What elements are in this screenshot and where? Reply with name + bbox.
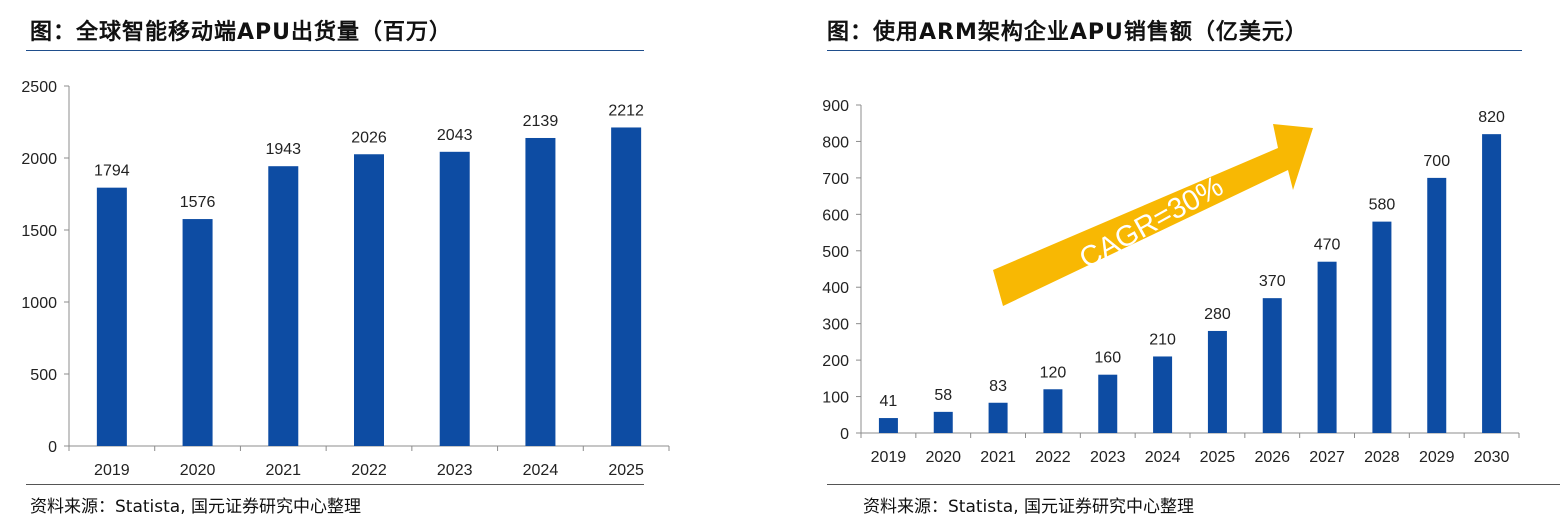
bar-value-label: 280 — [1204, 306, 1231, 323]
right-source-rule — [827, 484, 1560, 485]
y-tick-label: 500 — [822, 244, 849, 261]
x-tick-label: 2025 — [608, 462, 644, 479]
x-tick-label: 2029 — [1419, 449, 1455, 466]
bar — [1098, 374, 1118, 433]
cagr-arrow-shape — [993, 124, 1313, 306]
y-tick-label: 700 — [822, 171, 849, 188]
bar-value-label: 2043 — [437, 127, 473, 144]
right-chart-title: 图：使用ARM架构企业APU销售额（亿美元） — [827, 20, 1308, 45]
y-tick-label: 0 — [48, 439, 57, 456]
bar — [1427, 177, 1447, 433]
bar — [268, 166, 299, 446]
x-tick-label: 2028 — [1364, 449, 1400, 466]
x-tick-label: 2020 — [180, 462, 216, 479]
bar-value-label: 370 — [1259, 273, 1286, 290]
y-tick-label: 300 — [822, 317, 849, 334]
x-tick-label: 2021 — [265, 462, 301, 479]
y-tick-label: 600 — [822, 207, 849, 224]
bar — [1317, 261, 1337, 433]
left-chart-panel: 图：全球智能移动端APU出货量（百万） 0 500 1000 1500 2000 2500… — [21, 20, 670, 517]
bar — [1043, 389, 1063, 433]
bar — [878, 418, 898, 433]
x-tick-label: 2025 — [1200, 449, 1236, 466]
y-tick-label: 2500 — [21, 79, 57, 96]
bar — [1207, 330, 1227, 433]
bar — [182, 219, 213, 446]
bar — [1153, 356, 1173, 433]
bar — [525, 137, 556, 446]
x-tick-label: 2022 — [351, 462, 387, 479]
bar-value-label: 2026 — [351, 129, 387, 146]
bar — [96, 187, 127, 446]
y-tick-label: 900 — [822, 98, 849, 115]
cagr-label: CAGR=30% — [1074, 170, 1228, 275]
x-tick-label: 2021 — [980, 449, 1016, 466]
y-tick-label: 400 — [822, 280, 849, 297]
bar-value-label: 1794 — [94, 163, 130, 180]
bar — [611, 127, 642, 447]
bar-value-label: 2212 — [608, 102, 644, 119]
x-tick-label: 2023 — [1090, 449, 1126, 466]
bar-value-label: 210 — [1149, 331, 1176, 348]
right-title-rule — [827, 50, 1522, 51]
bar — [988, 402, 1008, 433]
x-tick-label: 2023 — [437, 462, 473, 479]
x-tick-label: 2022 — [1035, 449, 1071, 466]
bar-value-label: 41 — [880, 393, 898, 410]
bar-value-label: 83 — [989, 378, 1007, 395]
x-tick-label: 2026 — [1254, 449, 1290, 466]
bar-value-label: 700 — [1423, 153, 1450, 170]
bar-value-label: 1943 — [265, 141, 301, 158]
bar — [1482, 134, 1502, 433]
y-tick-label: 500 — [30, 367, 57, 384]
y-tick-label: 1000 — [21, 295, 57, 312]
bar-value-label: 120 — [1040, 364, 1067, 381]
left-chart-title: 图：全球智能移动端APU出货量（百万） — [30, 20, 453, 45]
bar-value-label: 2139 — [523, 113, 559, 130]
bar-value-label: 470 — [1314, 237, 1341, 254]
bar-value-label: 580 — [1369, 197, 1396, 214]
y-tick-label: 200 — [822, 353, 849, 370]
left-source-rule — [26, 484, 644, 485]
bar — [439, 151, 470, 447]
y-tick-label: 100 — [822, 390, 849, 407]
bar-value-label: 820 — [1478, 109, 1505, 126]
bar-value-label: 58 — [934, 387, 952, 404]
x-tick-label: 2024 — [1145, 449, 1181, 466]
x-tick-label: 2024 — [523, 462, 559, 479]
bar — [933, 411, 953, 433]
x-tick-label: 2027 — [1309, 449, 1345, 466]
left-title-rule — [26, 50, 644, 51]
y-tick-label: 2000 — [21, 151, 57, 168]
bar — [1372, 221, 1392, 433]
x-tick-label: 2019 — [871, 449, 907, 466]
right-chart-panel: 图：使用ARM架构企业APU销售额（亿美元） 0 100 200 300 400 500 6… — [783, 0, 1566, 524]
bar — [354, 154, 384, 447]
left-bar-chart: 0 500 1000 1500 2000 2500 1794 2019 1576 2020 1943… — [21, 79, 670, 479]
x-tick-label: 2030 — [1474, 449, 1510, 466]
bar-value-label: 160 — [1094, 350, 1121, 367]
bar — [1262, 298, 1282, 433]
y-tick-label: 800 — [822, 134, 849, 151]
left-source-note: 资料来源：Statista, 国元证券研究中心整理 — [30, 497, 362, 517]
right-source-note: 资料来源：Statista, 国元证券研究中心整理 — [863, 497, 1195, 517]
y-tick-label: 0 — [840, 426, 849, 443]
y-tick-label: 1500 — [21, 223, 57, 240]
right-bar-chart: 0 100 200 300 400 500 600 700 800 900 41 2019 58 2020… — [822, 98, 1520, 466]
x-tick-label: 2020 — [925, 449, 961, 466]
x-tick-label: 2019 — [94, 462, 130, 479]
bar-value-label: 1576 — [180, 194, 216, 211]
